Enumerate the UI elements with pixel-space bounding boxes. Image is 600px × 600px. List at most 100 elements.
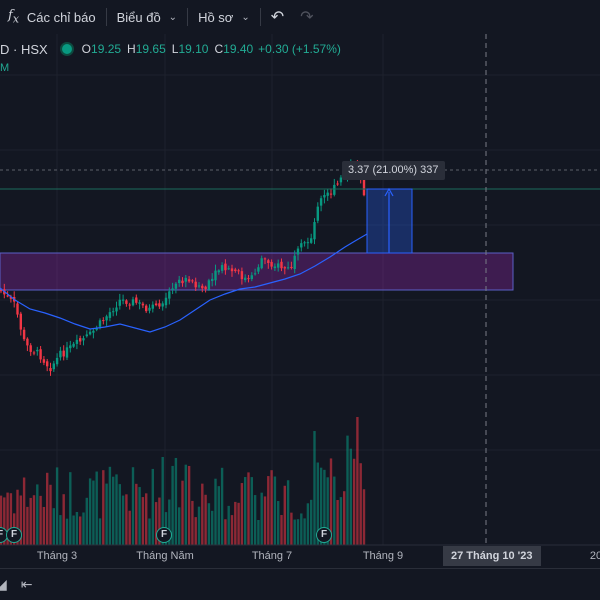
volume-bar <box>263 496 267 545</box>
volume-bar <box>19 495 22 545</box>
candle-body <box>303 242 306 244</box>
volume-bar <box>108 466 112 545</box>
redo-button[interactable]: ↷ <box>292 0 321 34</box>
volume-bar <box>257 519 260 545</box>
volume-bar <box>72 515 75 545</box>
volume-bar <box>214 478 217 545</box>
financial-event-badge[interactable]: F <box>156 527 172 543</box>
volume-bar <box>300 513 303 545</box>
moving-average-legend[interactable]: M <box>0 62 10 74</box>
candle-body <box>32 352 36 354</box>
financial-event-badge[interactable]: F <box>316 527 332 543</box>
market-status-icon[interactable] <box>61 44 72 54</box>
volume-bar <box>112 476 115 545</box>
candle-body <box>105 316 108 321</box>
volume-bar <box>29 497 32 545</box>
candle-body <box>42 359 46 363</box>
series-legend: D · HSX O 19.25 H 19.65 L 19.10 C 19.40 +0.3… <box>0 40 341 58</box>
low-key: L <box>171 42 179 56</box>
volume-bar <box>237 502 240 545</box>
volume-bar <box>316 462 319 545</box>
candle-body <box>270 261 273 267</box>
volume-bar <box>253 495 257 545</box>
candle-body <box>85 334 88 337</box>
candle-body <box>181 280 184 284</box>
candlesticks <box>0 159 366 376</box>
volume-bar <box>293 519 296 545</box>
toolbar-divider <box>105 8 107 26</box>
candle-body <box>121 299 125 301</box>
candle-body <box>55 357 59 365</box>
high-key: H <box>127 42 136 56</box>
candle-body <box>92 330 95 333</box>
candle-body <box>319 198 323 206</box>
volume-bar <box>352 458 356 545</box>
volume-bar <box>148 518 151 545</box>
financial-event-badge[interactable]: F <box>6 527 22 543</box>
candle-body <box>161 303 164 307</box>
range-icon[interactable]: ◢ <box>0 576 7 592</box>
candle-body <box>336 183 339 185</box>
volume-bar <box>145 493 148 545</box>
candle-body <box>247 278 250 280</box>
candle-body <box>240 271 244 280</box>
function-icon: fx <box>8 8 19 26</box>
volume-bar <box>230 515 234 545</box>
crosshair-date-label: 27 Tháng 10 '23 <box>443 546 541 566</box>
candle-body <box>49 368 52 372</box>
undo-icon: ↶ <box>270 9 285 26</box>
volume-bar <box>267 476 270 545</box>
volume-bar <box>349 448 352 545</box>
volume-bar <box>85 497 88 545</box>
candle-body <box>98 320 102 327</box>
candle-body <box>135 297 138 303</box>
volume-bar <box>333 476 336 545</box>
candle-body <box>158 303 161 307</box>
volume-bar <box>211 510 214 545</box>
date-range-icon[interactable]: ⇤ <box>20 576 33 592</box>
candle-body <box>277 263 280 268</box>
candle-body <box>59 350 62 358</box>
toolbar-divider <box>187 8 189 26</box>
candle-body <box>293 255 296 269</box>
symbol-name[interactable]: D · HSX <box>0 41 48 57</box>
profile-menu-button[interactable]: Hồ sơ ⌄ <box>190 0 258 34</box>
candle-body <box>197 285 201 287</box>
candle-body <box>362 179 366 196</box>
volume-bar <box>286 480 290 545</box>
indicators-button[interactable]: fx Các chỉ báo <box>0 0 104 34</box>
candle-body <box>108 312 112 318</box>
candle-body <box>148 307 151 311</box>
candle-body <box>194 281 197 288</box>
candle-body <box>95 328 98 330</box>
candle-body <box>326 192 329 196</box>
volume-bar <box>105 483 108 545</box>
candle-body <box>333 184 336 195</box>
undo-button[interactable]: ↶ <box>263 0 292 34</box>
volume-bar <box>151 468 154 545</box>
candle-body <box>9 296 13 299</box>
candle-body <box>128 304 131 306</box>
candle-body <box>22 329 26 340</box>
candle-body <box>125 300 128 304</box>
volume-bar <box>277 501 280 545</box>
candle-body <box>300 243 303 248</box>
volume-bar <box>323 469 326 545</box>
candle-body <box>187 279 191 282</box>
volume-bar <box>197 506 201 545</box>
candle-body <box>164 297 168 306</box>
volume-bar <box>168 499 171 545</box>
volume-bar <box>356 417 359 545</box>
volume-bar <box>3 497 6 545</box>
candle-body <box>65 347 69 358</box>
candle-body <box>82 338 85 341</box>
volume-bar <box>69 472 72 545</box>
support-resistance-zone[interactable] <box>0 252 514 291</box>
measure-arrow-head <box>384 187 394 197</box>
volume-bar <box>220 467 224 545</box>
chart-menu-button[interactable]: Biểu đồ ⌄ <box>109 0 185 34</box>
volume-bar <box>326 477 329 545</box>
volume-bar <box>158 497 161 545</box>
volume-bar <box>6 492 9 545</box>
